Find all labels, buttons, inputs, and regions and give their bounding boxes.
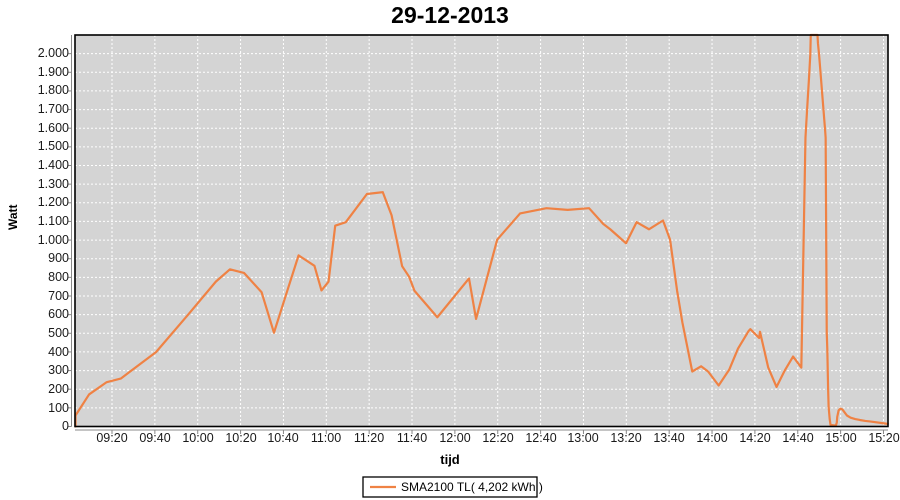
svg-text:SMA2100 TL( 4,202 kWh ): SMA2100 TL( 4,202 kWh ) <box>401 480 543 494</box>
